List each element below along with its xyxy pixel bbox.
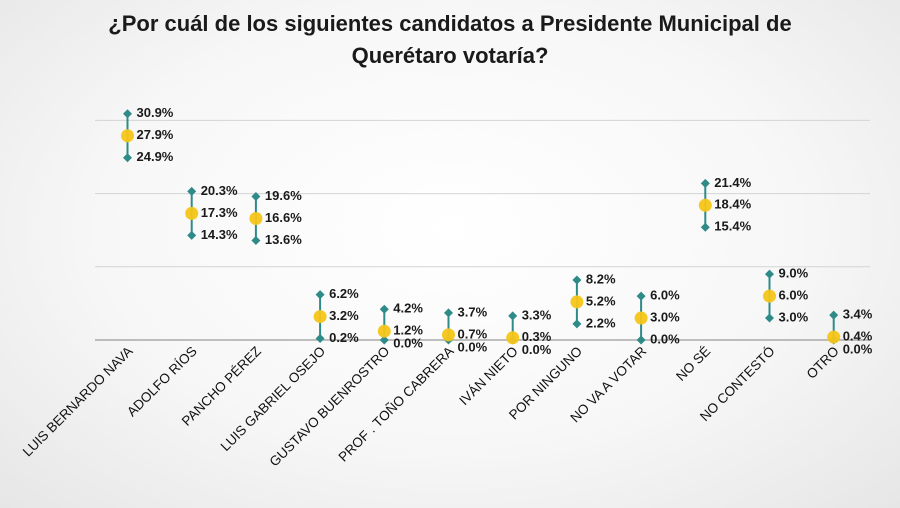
upper-marker xyxy=(444,308,453,318)
estimate-marker xyxy=(185,206,199,220)
marks-layer: 30.9% 27.9% 24.9% 20.3% 17.3% 14.3% 19.6% 16.6%… xyxy=(121,105,873,357)
upper-label: 3.4% xyxy=(843,307,873,322)
lower-marker xyxy=(700,222,710,232)
lower-label: 14.3% xyxy=(201,227,238,242)
upper-label: 20.3% xyxy=(201,183,238,198)
lower-marker xyxy=(251,235,261,245)
estimate-label: 1.2% xyxy=(393,323,423,338)
lower-marker xyxy=(572,319,582,329)
lower-label: 0.0% xyxy=(843,342,873,357)
estimate-marker xyxy=(698,198,712,212)
lower-marker xyxy=(315,334,325,344)
chart-title: ¿Por cuál de los siguientes candidatos a… xyxy=(108,11,792,68)
lower-marker xyxy=(636,335,646,345)
estimate-label: 18.4% xyxy=(714,197,751,212)
estimate-marker xyxy=(249,211,263,225)
estimate-marker xyxy=(763,289,776,303)
category-label: LUIS BERNARDO NAVA xyxy=(20,344,136,460)
lower-label: 24.9% xyxy=(137,149,174,164)
category-label: GUSTAVO BUENROSTRO xyxy=(267,344,393,470)
lower-marker xyxy=(379,335,389,345)
upper-marker xyxy=(251,192,261,202)
upper-label: 9.0% xyxy=(779,266,809,281)
lower-label: 3.0% xyxy=(779,309,809,324)
upper-label: 6.0% xyxy=(650,288,680,303)
estimate-label: 3.2% xyxy=(329,308,359,323)
estimate-marker xyxy=(121,129,134,143)
lower-label: 0.2% xyxy=(329,330,359,345)
upper-marker xyxy=(636,291,646,301)
upper-label: 3.3% xyxy=(522,307,552,322)
lower-label: 13.6% xyxy=(265,232,302,247)
estimate-label: 0.7% xyxy=(458,326,488,341)
lower-marker xyxy=(123,153,132,163)
upper-marker xyxy=(315,290,325,300)
estimate-marker xyxy=(442,328,455,342)
upper-marker xyxy=(379,304,389,314)
lower-label: 15.4% xyxy=(714,219,751,234)
upper-label: 8.2% xyxy=(586,271,616,286)
upper-marker xyxy=(572,275,582,285)
estimate-marker xyxy=(570,295,584,309)
lower-marker xyxy=(187,230,197,240)
upper-marker xyxy=(765,269,774,279)
estimate-label: 17.3% xyxy=(201,205,238,220)
upper-label: 21.4% xyxy=(714,175,751,190)
lower-label: 0.0% xyxy=(393,336,423,351)
grid-layer xyxy=(95,119,870,341)
estimate-label: 3.0% xyxy=(650,309,680,324)
upper-label: 30.9% xyxy=(137,105,174,120)
estimate-label: 27.9% xyxy=(137,127,174,142)
estimate-label: 16.6% xyxy=(265,210,302,225)
estimate-marker xyxy=(506,331,520,345)
estimate-label: 5.2% xyxy=(586,293,616,308)
category-label: PROF . TOÑO CABRERA xyxy=(336,344,457,465)
estimate-label: 0.4% xyxy=(843,329,873,344)
estimate-marker xyxy=(313,310,327,324)
lower-label: 0.0% xyxy=(458,339,488,354)
lower-label: 0.0% xyxy=(522,342,552,357)
estimate-label: 6.0% xyxy=(779,288,809,303)
category-label: OTRO xyxy=(804,344,842,382)
estimate-label: 0.3% xyxy=(522,329,552,344)
category-label: NO SÉ xyxy=(673,344,713,384)
upper-label: 3.7% xyxy=(458,304,488,319)
lower-marker xyxy=(765,313,774,323)
upper-marker xyxy=(829,310,839,320)
category-label: LUIS GABRIEL OSEJO xyxy=(218,344,329,455)
estimate-marker xyxy=(634,311,648,325)
lower-label: 0.0% xyxy=(650,331,680,346)
upper-marker xyxy=(187,186,197,196)
upper-marker xyxy=(123,109,132,119)
lower-label: 2.2% xyxy=(586,315,616,330)
upper-label: 6.2% xyxy=(329,286,359,301)
upper-label: 4.2% xyxy=(393,301,423,316)
upper-marker xyxy=(508,311,518,321)
upper-label: 19.6% xyxy=(265,188,302,203)
upper-marker xyxy=(700,178,710,188)
estimate-marker xyxy=(827,330,841,344)
estimate-marker xyxy=(377,324,391,338)
